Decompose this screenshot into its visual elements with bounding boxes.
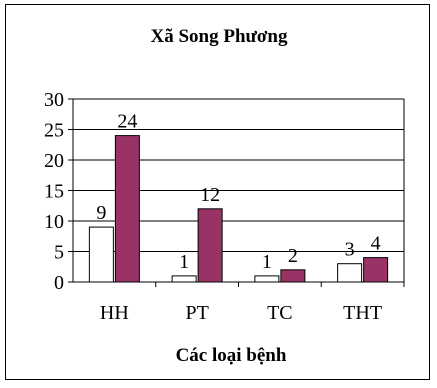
data-label: 3 [345,239,355,261]
y-tick-label: 15 [44,181,64,203]
bar [363,257,389,283]
x-tick-label: THT [343,302,382,324]
bar [280,269,306,283]
y-tick-label: 0 [54,272,64,294]
data-label: 9 [96,202,106,224]
data-label: 1 [262,251,272,273]
x-tick-label: PT [185,302,208,324]
bar [88,226,114,283]
bars [88,135,389,283]
axes [72,99,405,283]
data-label: 1 [179,251,189,273]
bar [171,275,197,283]
y-tick-label: 5 [54,242,64,264]
y-axis-ticks: 0 5 10 15 20 25 30 [44,89,73,294]
y-tick-label: 20 [44,150,64,172]
bar [254,275,280,283]
y-tick-label: 10 [44,211,64,233]
bar [337,263,363,283]
data-label: 12 [200,184,220,206]
x-tick-label: TC [267,302,293,324]
x-tick-label: HH [100,302,129,324]
bar [197,208,223,283]
y-tick-label: 30 [44,89,64,111]
chart-title: Xã Song Phương [150,26,288,47]
y-tick-label: 25 [44,120,64,142]
data-label: 2 [288,245,298,267]
data-label: 4 [371,233,381,255]
x-axis-label: Các loại bệnh [176,345,287,366]
bar [114,135,140,283]
x-axis-categories: HH PT TC THT [100,282,405,324]
data-label: 24 [117,111,137,133]
chart-frame: Xã Song Phương 0 5 10 15 20 25 30 9 24 1 12 1 2 3 4 H… [5,4,430,380]
